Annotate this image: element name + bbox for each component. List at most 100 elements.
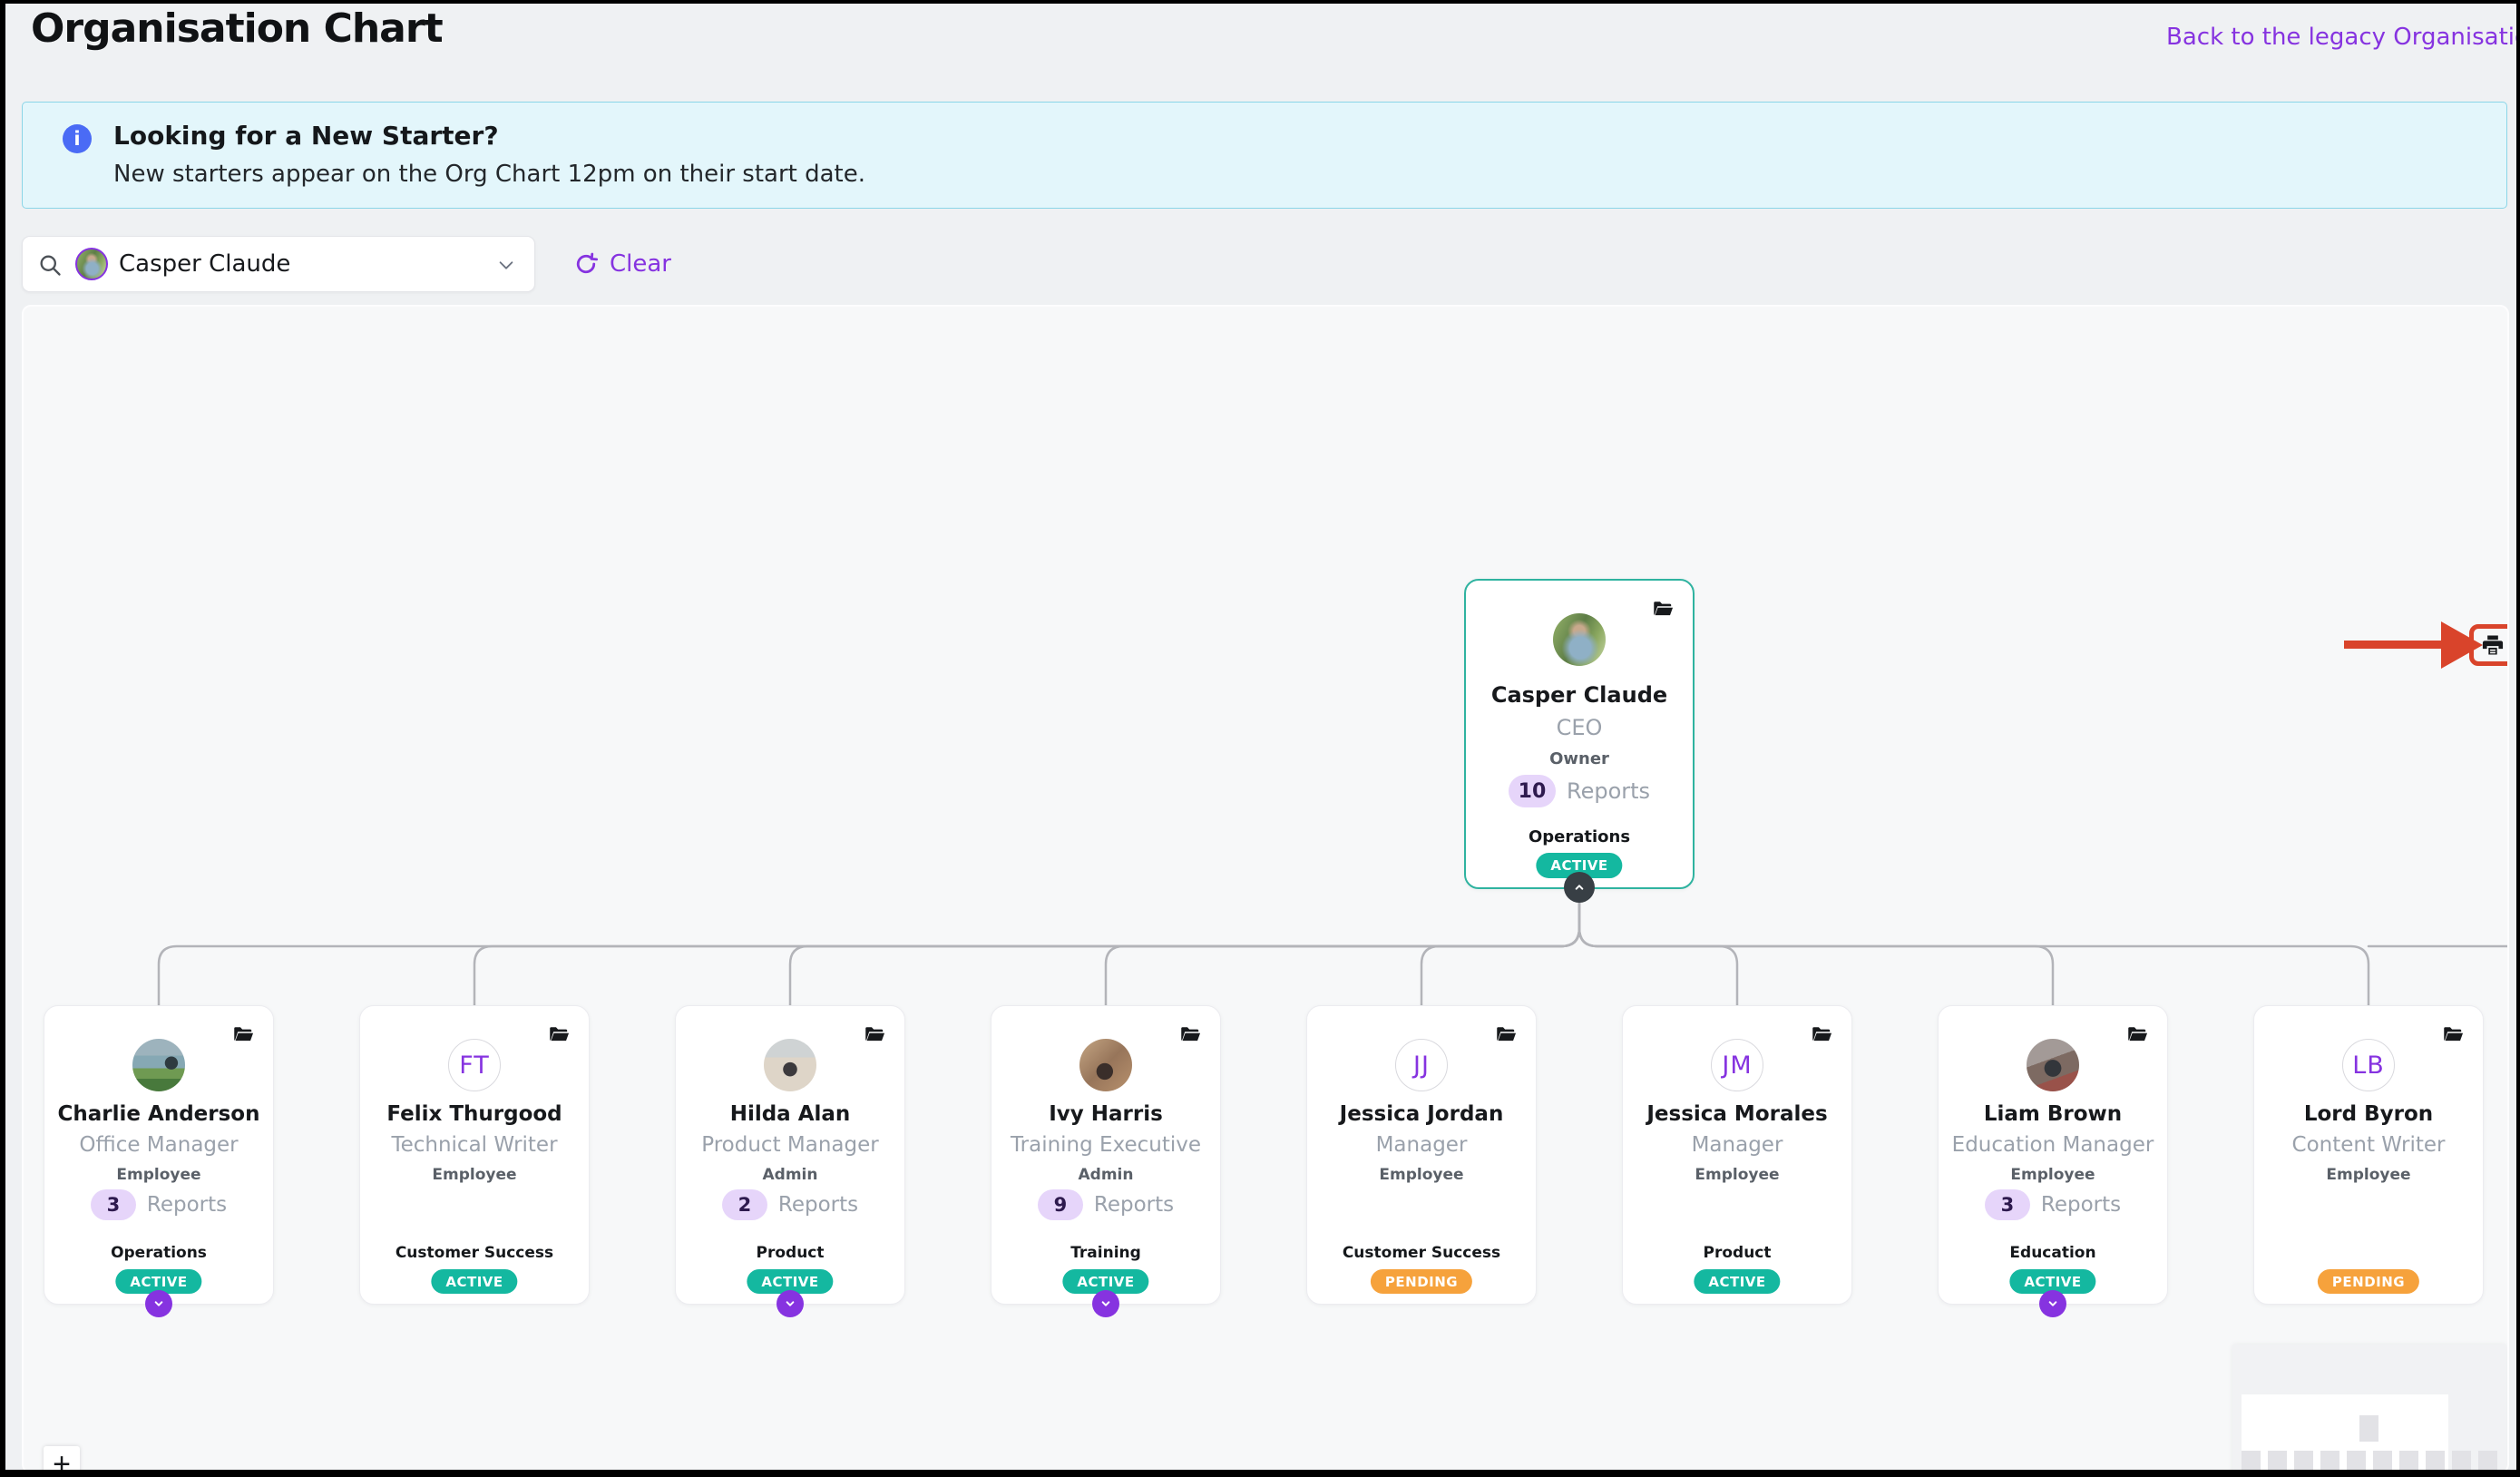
- minimap-node: [2359, 1415, 2378, 1442]
- avatar: [2027, 1039, 2079, 1091]
- minimap[interactable]: [2232, 1345, 2506, 1470]
- minimap-node: [2294, 1451, 2313, 1470]
- org-card[interactable]: JJ Jessica Jordan Manager Employee Repor…: [1306, 1005, 1537, 1305]
- employee-name: Jessica Jordan: [1339, 1102, 1504, 1126]
- folder-open-icon[interactable]: [2125, 1022, 2149, 1046]
- folder-open-icon[interactable]: [1178, 1022, 1202, 1046]
- minimap-node: [2268, 1451, 2287, 1470]
- avatar: [1079, 1039, 1132, 1091]
- org-card[interactable]: FT Felix Thurgood Technical Writer Emplo…: [359, 1005, 590, 1305]
- org-card[interactable]: Ivy Harris Training Executive Admin 9 Rep…: [991, 1005, 1221, 1317]
- minimap-node: [2242, 1451, 2261, 1470]
- folder-open-icon[interactable]: [1810, 1022, 1833, 1046]
- status-badge: PENDING: [1370, 1269, 1473, 1294]
- minimap-node: [2399, 1451, 2418, 1470]
- print-button-highlight: [2469, 624, 2507, 666]
- refresh-icon: [576, 252, 599, 274]
- avatar: [1553, 613, 1606, 666]
- expand-button[interactable]: [1092, 1290, 1119, 1317]
- department: Operations: [111, 1244, 207, 1262]
- job-title: CEO: [1556, 715, 1603, 740]
- status-badge: ACTIVE: [115, 1269, 202, 1294]
- job-title: Technical Writer: [391, 1133, 558, 1157]
- reports-label: Reports: [1566, 778, 1651, 804]
- reports-count: 2 Reports: [676, 1189, 904, 1220]
- reports-number: 9: [1037, 1189, 1083, 1220]
- department: Product: [1703, 1244, 1772, 1262]
- chevron-down-icon: [1101, 1301, 1110, 1306]
- folder-open-icon[interactable]: [2441, 1022, 2465, 1046]
- status-badge: ACTIVE: [1062, 1269, 1149, 1294]
- avatar: JM: [1711, 1039, 1763, 1091]
- department: Operations: [1528, 827, 1631, 846]
- department: Product: [756, 1244, 825, 1262]
- reports-count: 9 Reports: [991, 1189, 1220, 1220]
- org-card[interactable]: Hilda Alan Product Manager Admin 2 Report…: [675, 1005, 905, 1317]
- reports-count: 3 Reports: [44, 1189, 273, 1220]
- job-title: Manager: [1691, 1133, 1783, 1157]
- status-badge: PENDING: [2317, 1269, 2420, 1294]
- job-title: Product Manager: [701, 1133, 879, 1157]
- minimap-node: [2373, 1451, 2392, 1470]
- new-starter-banner: i Looking for a New Starter? New starter…: [22, 102, 2507, 209]
- org-card[interactable]: JM Jessica Morales Manager Employee Repo…: [1622, 1005, 1852, 1305]
- status-badge: ACTIVE: [1694, 1269, 1781, 1294]
- avatar: FT: [448, 1039, 501, 1091]
- folder-open-icon[interactable]: [231, 1022, 255, 1046]
- expand-button[interactable]: [777, 1290, 804, 1317]
- org-chart-canvas[interactable]: Casper Claude CEO Owner 10 Reports Opera…: [22, 305, 2509, 1470]
- minimap-node: [2452, 1451, 2471, 1470]
- folder-open-icon[interactable]: [1494, 1022, 1518, 1046]
- page-title: Organisation Chart: [31, 5, 444, 52]
- employee-search-select[interactable]: Casper Claude: [22, 236, 535, 292]
- org-card-root[interactable]: Casper Claude CEO Owner 10 Reports Opera…: [1464, 579, 1695, 903]
- employee-name: Charlie Anderson: [57, 1102, 260, 1126]
- printer-icon[interactable]: [2480, 632, 2505, 658]
- expand-button[interactable]: [145, 1290, 172, 1317]
- chevron-up-icon: [1575, 885, 1584, 890]
- clear-button[interactable]: Clear: [573, 241, 671, 287]
- expand-button[interactable]: [2039, 1290, 2066, 1317]
- selected-employee-avatar: [75, 248, 108, 280]
- employee-name: Liam Brown: [1983, 1102, 2123, 1126]
- search-icon: [40, 255, 61, 276]
- reports-label: Reports: [1093, 1193, 1175, 1217]
- status-badge: ACTIVE: [2009, 1269, 2096, 1294]
- job-title: Manager: [1375, 1133, 1468, 1157]
- annotation-arrow-shaft: [2344, 641, 2446, 649]
- reports-count: 10 Reports: [1466, 775, 1693, 807]
- reports-number: 10: [1508, 775, 1556, 807]
- department: Education: [2009, 1244, 2096, 1262]
- banner-body: New starters appear on the Org Chart 12p…: [113, 161, 866, 188]
- reports-label: Reports: [146, 1193, 228, 1217]
- access-role: Employee: [432, 1166, 517, 1184]
- folder-open-icon[interactable]: [547, 1022, 571, 1046]
- zoom-in-button[interactable]: +: [44, 1446, 80, 1470]
- employee-name: Lord Byron: [2303, 1102, 2434, 1126]
- reports-count: 3 Reports: [1939, 1189, 2167, 1220]
- avatar: LB: [2342, 1039, 2395, 1091]
- reports-number: 3: [90, 1189, 136, 1220]
- department: Customer Success: [1342, 1244, 1501, 1262]
- chevron-down-icon[interactable]: [496, 255, 516, 275]
- avatar: [764, 1039, 816, 1091]
- legacy-org-chart-link[interactable]: Back to the legacy Organisation Chart: [2166, 24, 2516, 51]
- info-icon: i: [63, 124, 92, 153]
- access-role: Employee: [2326, 1166, 2411, 1184]
- employee-name: Hilda Alan: [729, 1102, 851, 1126]
- minimap-node: [2426, 1451, 2445, 1470]
- collapse-button[interactable]: [1564, 872, 1595, 903]
- folder-open-icon[interactable]: [1651, 597, 1675, 621]
- org-card[interactable]: Charlie Anderson Office Manager Employee…: [44, 1005, 274, 1317]
- status-badge: ACTIVE: [747, 1269, 834, 1294]
- org-chart-connectors: [157, 896, 2507, 1007]
- employee-name: Jessica Morales: [1646, 1102, 1828, 1126]
- banner-title: Looking for a New Starter?: [113, 121, 499, 151]
- minimap-node: [2320, 1451, 2339, 1470]
- org-card[interactable]: LB Lord Byron Content Writer Employee Re…: [2253, 1005, 2484, 1305]
- job-title: Education Manager: [1951, 1133, 2154, 1157]
- status-badge: ACTIVE: [431, 1269, 518, 1294]
- chevron-down-icon: [154, 1301, 163, 1306]
- folder-open-icon[interactable]: [863, 1022, 886, 1046]
